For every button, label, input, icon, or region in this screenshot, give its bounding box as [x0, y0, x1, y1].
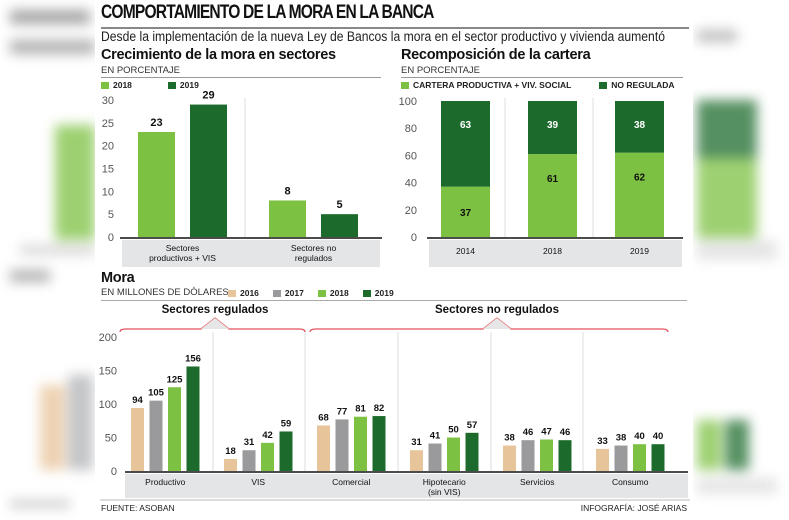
- legend-item-2018: 2018: [317, 288, 349, 298]
- chart1-title: Crecimiento de la mora en sectores: [101, 47, 336, 63]
- chart3-divider: [101, 300, 687, 301]
- chart2-legend: CARTERA PRODUCTIVA + VIV. SOCIAL NO REGU…: [401, 80, 675, 90]
- infographic-subtitle: Desde la implementación de la nueva Ley …: [101, 29, 665, 44]
- legend-label: 2018: [113, 80, 132, 90]
- blurred-background-right: [697, 30, 777, 494]
- legend-label: 2019: [374, 288, 394, 298]
- legend-item-2018: 2018: [101, 80, 132, 90]
- legend-label: NO REGULADA: [611, 80, 675, 90]
- chart1-divider: [101, 77, 381, 78]
- legend-swatch: [167, 81, 176, 89]
- legend-swatch: [599, 81, 608, 89]
- legend-item-no-regulada: NO REGULADA: [599, 80, 675, 90]
- chart2-subtitle: EN PORCENTAJE: [401, 65, 481, 76]
- credit-note: INFOGRAFÍA: JOSÉ ARIAS: [580, 503, 687, 513]
- legend-item-2017: 2017: [272, 288, 304, 298]
- chart1-subtitle: EN PORCENTAJE: [101, 65, 181, 76]
- legend-swatch: [228, 289, 236, 297]
- legend-item-2019: 2019: [167, 80, 199, 90]
- title-divider: [101, 27, 689, 29]
- legend-swatch: [101, 81, 109, 89]
- chart3-legend: 2016 2017 2018 2019: [228, 288, 394, 298]
- chart3-title: Mora: [101, 270, 135, 286]
- chart2-title: Recomposición de la cartera: [401, 47, 591, 63]
- legend-item-2016: 2016: [228, 288, 259, 298]
- legend-swatch: [401, 81, 409, 89]
- chart1-legend: 2018 2019: [101, 80, 199, 90]
- legend-swatch: [272, 289, 281, 297]
- legend-swatch: [362, 289, 371, 297]
- legend-item-2019: 2019: [362, 288, 394, 298]
- legend-label: 2017: [284, 288, 304, 298]
- source-note: FUENTE: ASOBAN: [101, 503, 175, 513]
- legend-label: CARTERA PRODUCTIVA + VIV. SOCIAL: [413, 80, 572, 90]
- chart2-divider: [401, 77, 683, 78]
- chart3-subtitle: EN MILLONES DE DÓLARES: [101, 287, 229, 298]
- legend-swatch: [317, 289, 326, 297]
- legend-label: 2018: [329, 288, 349, 298]
- infographic-title: COMPORTAMIENTO DE LA MORA EN LA BANCA: [101, 2, 434, 23]
- legend-label: 2019: [179, 80, 199, 90]
- legend-label: 2016: [240, 288, 259, 298]
- blurred-background-left: [10, 10, 95, 508]
- infographic-panel: COMPORTAMIENTO DE LA MORA EN LA BANCA De…: [95, 0, 693, 520]
- legend-item-cartera-productiva: CARTERA PRODUCTIVA + VIV. SOCIAL: [401, 80, 571, 90]
